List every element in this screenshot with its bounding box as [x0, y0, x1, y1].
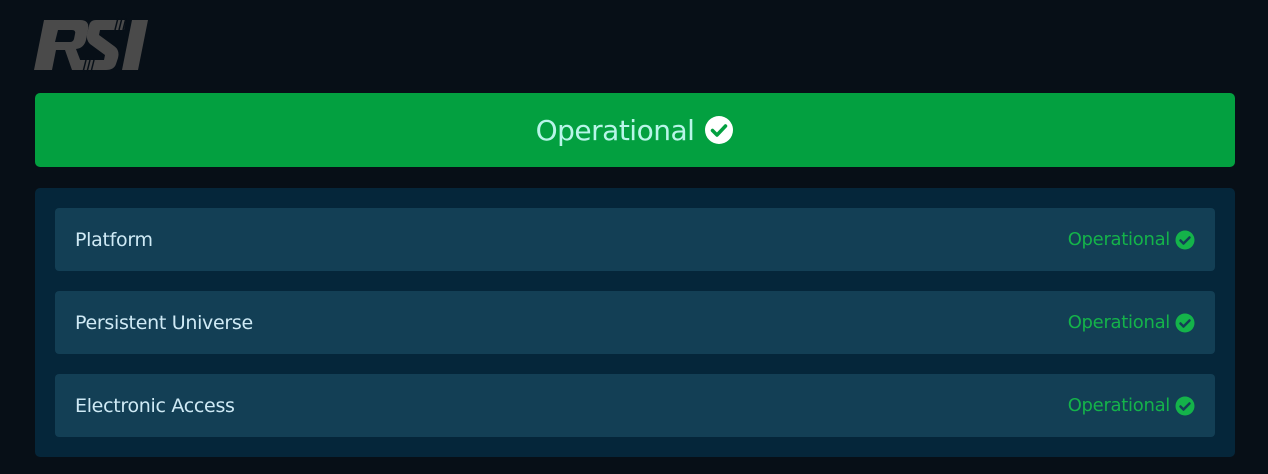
- overall-status-banner: Operational: [35, 93, 1235, 167]
- status-text: Operational: [1067, 395, 1171, 416]
- component-name: Platform: [75, 228, 153, 251]
- check-circle-icon: [1175, 230, 1195, 249]
- components-panel: Platform Operational Persistent Universe…: [35, 188, 1235, 457]
- component-name: Persistent Universe: [75, 311, 253, 334]
- check-circle-icon: [705, 116, 734, 144]
- component-status: Operational: [1068, 229, 1195, 250]
- overall-status-text: Operational: [535, 113, 695, 147]
- component-name: Electronic Access: [75, 394, 235, 417]
- check-circle-icon: [1175, 313, 1195, 332]
- status-text: Operational: [1067, 312, 1171, 333]
- component-row-electronic-access[interactable]: Electronic Access Operational: [55, 374, 1215, 437]
- status-text: Operational: [1067, 229, 1171, 250]
- check-circle-icon: [1175, 396, 1195, 415]
- component-status: Operational: [1068, 395, 1195, 416]
- component-status: Operational: [1068, 312, 1195, 333]
- component-row-platform[interactable]: Platform Operational: [55, 208, 1215, 271]
- rsi-logo[interactable]: [34, 18, 152, 72]
- component-row-persistent-universe[interactable]: Persistent Universe Operational: [55, 291, 1215, 354]
